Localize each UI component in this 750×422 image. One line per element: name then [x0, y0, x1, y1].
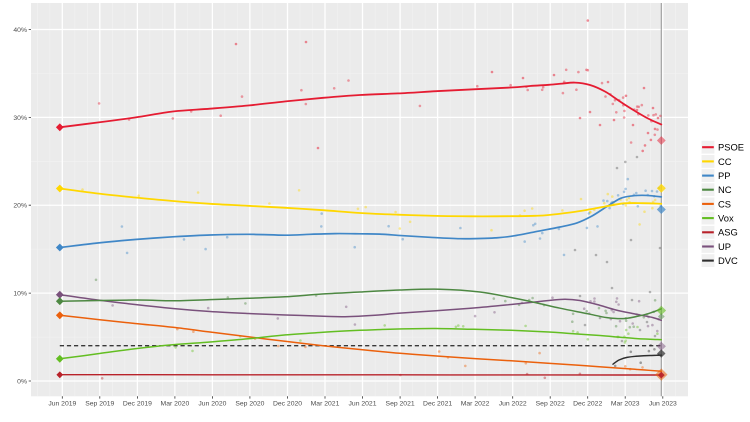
svg-text:Jun 2022: Jun 2022 [499, 401, 527, 408]
svg-text:NC: NC [718, 184, 732, 195]
svg-text:DVC: DVC [718, 255, 738, 266]
svg-text:10%: 10% [13, 291, 27, 298]
svg-text:Dec 2021: Dec 2021 [423, 401, 452, 408]
svg-text:Jun 2020: Jun 2020 [198, 401, 226, 408]
svg-text:Dec 2022: Dec 2022 [573, 401, 602, 408]
svg-text:Mar 2020: Mar 2020 [161, 401, 190, 408]
svg-text:PSOE: PSOE [718, 142, 744, 153]
svg-text:Sep 2021: Sep 2021 [386, 401, 415, 408]
svg-text:Mar 2022: Mar 2022 [461, 401, 490, 408]
svg-text:CS: CS [718, 198, 731, 209]
svg-text:PP: PP [718, 170, 731, 181]
svg-text:Jun 2019: Jun 2019 [48, 401, 76, 408]
svg-text:UP: UP [718, 241, 731, 252]
svg-text:20%: 20% [13, 203, 27, 210]
svg-text:Jun 2021: Jun 2021 [349, 401, 377, 408]
svg-text:Dec 2019: Dec 2019 [123, 401, 152, 408]
svg-text:Dec 2020: Dec 2020 [273, 401, 302, 408]
svg-text:Mar 2021: Mar 2021 [311, 401, 340, 408]
svg-text:0%: 0% [17, 378, 27, 385]
svg-text:CC: CC [718, 156, 732, 167]
svg-text:Sep 2022: Sep 2022 [536, 401, 565, 408]
svg-text:Jun 2023: Jun 2023 [649, 401, 677, 408]
svg-text:Sep 2019: Sep 2019 [85, 401, 114, 408]
svg-text:Mar 2023: Mar 2023 [611, 401, 640, 408]
svg-text:ASG: ASG [718, 227, 738, 238]
svg-text:40%: 40% [13, 27, 27, 34]
svg-text:30%: 30% [13, 115, 27, 122]
svg-text:Vox: Vox [718, 213, 734, 224]
svg-text:Sep 2020: Sep 2020 [235, 401, 264, 408]
